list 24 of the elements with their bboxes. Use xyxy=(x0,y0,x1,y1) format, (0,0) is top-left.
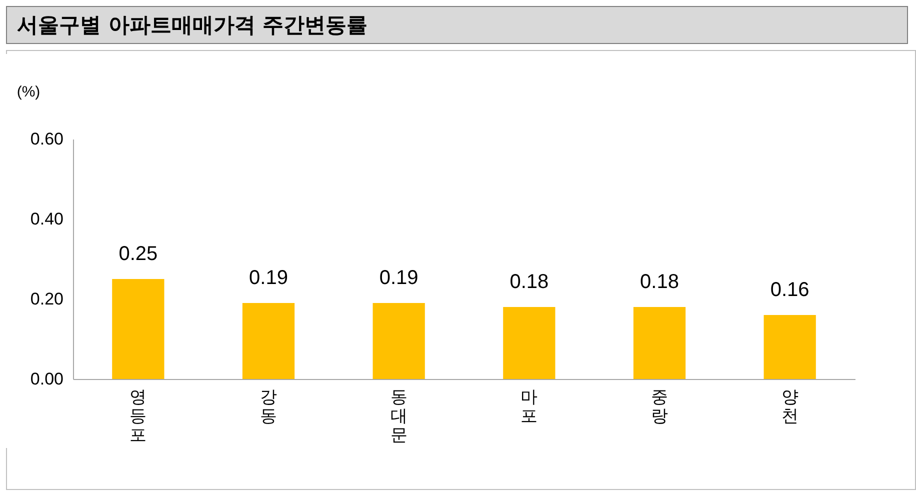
x-tick-label: 중랑 xyxy=(651,388,668,426)
data-label: 0.18 xyxy=(640,271,679,293)
data-label: 0.19 xyxy=(249,267,288,289)
x-tick-label: 마포 xyxy=(520,388,538,426)
x-tick-label: 강동 xyxy=(260,388,277,426)
x-tick-label: 양천 xyxy=(781,388,798,426)
bar xyxy=(764,315,816,379)
y-tick-label: 0.40 xyxy=(30,210,64,228)
x-tick-label: 동대문 xyxy=(390,388,408,444)
y-tick-label: 0.00 xyxy=(30,370,64,388)
data-label: 0.16 xyxy=(770,279,810,301)
x-tick-label: 영등포 xyxy=(130,388,147,444)
y-tick-label: 0.20 xyxy=(30,290,64,308)
bar xyxy=(372,303,425,379)
y-axis-title: (%) xyxy=(16,84,40,100)
bar xyxy=(503,307,556,379)
data-label: 0.25 xyxy=(118,243,158,265)
y-tick-label: 0.60 xyxy=(30,130,64,148)
bar xyxy=(242,303,295,379)
chart-title: 서울구별 아파트매매가격 주간변동률 xyxy=(6,6,908,44)
data-label: 0.19 xyxy=(379,267,418,289)
data-label: 0.18 xyxy=(510,271,549,293)
bar xyxy=(112,279,164,379)
bar xyxy=(633,307,686,379)
